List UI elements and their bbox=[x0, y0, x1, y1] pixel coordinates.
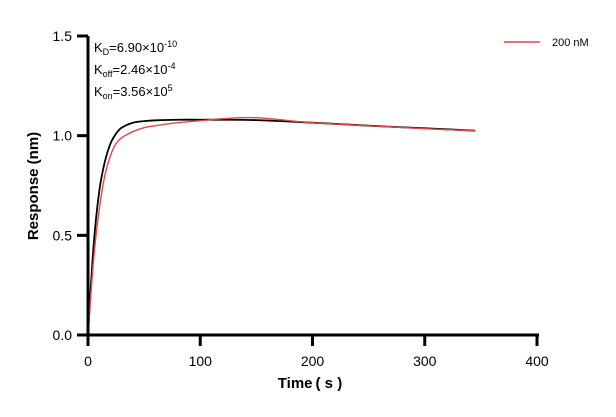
x-tick-label: 200 bbox=[301, 353, 325, 369]
koff-annotation: Koff=2.46×10-4 bbox=[94, 61, 175, 79]
x-tick-label: 300 bbox=[413, 353, 437, 369]
series-line-200nm bbox=[87, 116, 476, 336]
y-axis-label: Response (nm) bbox=[25, 132, 42, 240]
y-tick-label: 1.5 bbox=[53, 28, 73, 44]
x-tick-label: 400 bbox=[525, 353, 549, 369]
y-tick-label: 0.5 bbox=[53, 227, 73, 243]
x-axis-label: Time ( s ) bbox=[278, 375, 342, 392]
y-tick-label: 0.0 bbox=[53, 327, 73, 343]
kon-annotation: Kon=3.56×105 bbox=[94, 83, 173, 101]
legend-label-200nm: 200 nM bbox=[552, 37, 589, 49]
kd-annotation: KD=6.90×10-10 bbox=[94, 39, 177, 57]
fit-curve bbox=[87, 118, 476, 336]
legend: 200 nM bbox=[504, 37, 589, 49]
x-tick-label: 100 bbox=[189, 353, 213, 369]
x-tick-label: 0 bbox=[84, 353, 92, 369]
y-tick-label: 1.0 bbox=[53, 128, 73, 144]
